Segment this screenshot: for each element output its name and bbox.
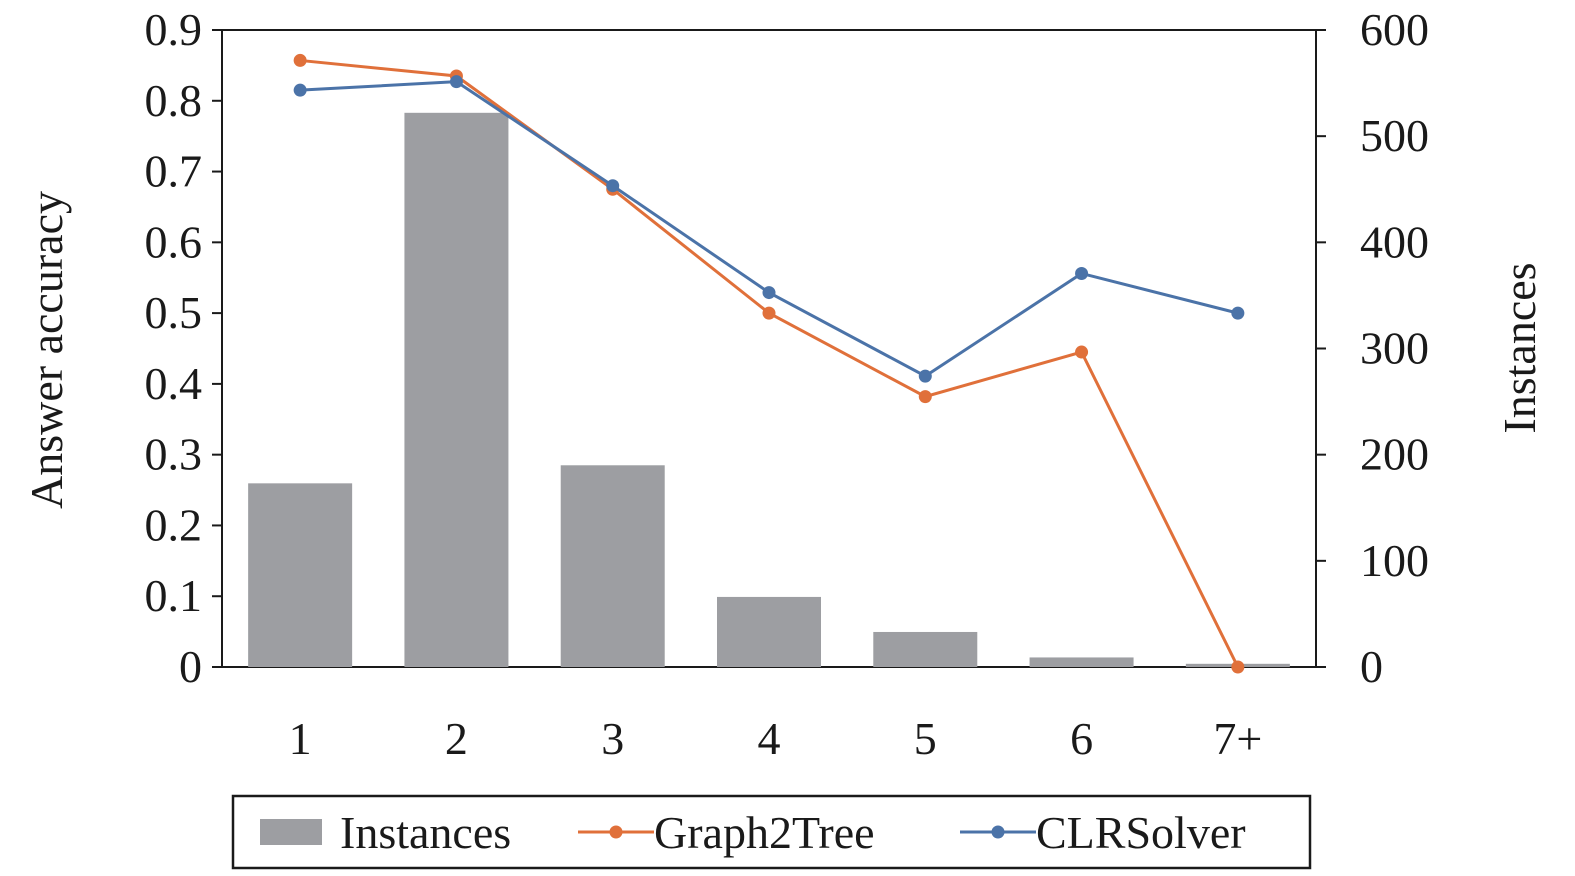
x-tick-label: 5 bbox=[914, 713, 937, 764]
bar-instances bbox=[717, 596, 821, 667]
legend: Instances Graph2Tree CLRSolver bbox=[231, 794, 1312, 870]
x-tick-label: 6 bbox=[1070, 713, 1093, 764]
y-left-tick-label: 0.1 bbox=[145, 570, 203, 621]
legend-label-instances: Instances bbox=[340, 807, 511, 858]
y-right-tick-label: 600 bbox=[1360, 4, 1429, 55]
y-left-tick-label: 0.8 bbox=[145, 75, 203, 126]
legend-label-graph2tree: Graph2Tree bbox=[654, 807, 875, 858]
y-left-tick-label: 0 bbox=[179, 641, 202, 692]
y-left-tick-label: 0.4 bbox=[145, 358, 203, 409]
point-clrsolver bbox=[918, 369, 932, 383]
point-graph2tree bbox=[293, 53, 307, 67]
bar-instances bbox=[404, 112, 509, 667]
legend-swatch-instances bbox=[260, 819, 322, 845]
y-left-tick-label: 0.5 bbox=[145, 287, 203, 338]
x-tick-label: 7+ bbox=[1213, 713, 1262, 764]
y-right-tick-label: 200 bbox=[1360, 429, 1429, 480]
x-tick-label: 2 bbox=[445, 713, 468, 764]
point-clrsolver bbox=[762, 286, 776, 300]
x-tick-label: 4 bbox=[758, 713, 781, 764]
legend-box bbox=[231, 794, 1312, 870]
legend-label-clrsolver: CLRSolver bbox=[1036, 807, 1246, 858]
y-right-tick-label: 100 bbox=[1360, 535, 1429, 586]
point-clrsolver bbox=[606, 179, 620, 193]
x-tick-label: 3 bbox=[601, 713, 624, 764]
axes-layer: 0 0.1 0.2 0.3 0.4 0.5 0.6 0.7 0.8 0.9 0 100 200 300 40… bbox=[145, 4, 1430, 764]
bar-instances bbox=[248, 483, 353, 667]
legend-marker-graph2tree bbox=[609, 825, 623, 839]
y-right-tick-label: 0 bbox=[1360, 641, 1383, 692]
y-right-tick-label: 500 bbox=[1360, 110, 1429, 161]
legend-marker-clrsolver bbox=[991, 825, 1005, 839]
bars-layer bbox=[248, 112, 1290, 667]
point-graph2tree bbox=[1231, 660, 1245, 674]
y-right-axis-title: Instances bbox=[1494, 262, 1545, 433]
point-clrsolver bbox=[449, 75, 463, 89]
bar-instances bbox=[1029, 657, 1134, 667]
point-graph2tree bbox=[1075, 345, 1089, 359]
bar-instances bbox=[560, 465, 665, 667]
plot-area bbox=[221, 29, 1317, 668]
plot-border bbox=[221, 29, 1317, 668]
y-left-tick-label: 0.3 bbox=[145, 429, 203, 480]
y-left-axis-title: Answer accuracy bbox=[21, 191, 72, 509]
point-graph2tree bbox=[762, 306, 776, 320]
point-clrsolver bbox=[1075, 266, 1089, 280]
y-left-tick-label: 0.2 bbox=[145, 499, 203, 550]
bar-instances bbox=[873, 631, 978, 667]
y-right-tick-label: 300 bbox=[1360, 323, 1429, 374]
point-clrsolver bbox=[293, 83, 307, 97]
point-graph2tree bbox=[918, 390, 932, 404]
y-left-tick-label: 0.6 bbox=[145, 216, 203, 267]
y-left-tick-label: 0.7 bbox=[145, 146, 203, 197]
point-clrsolver bbox=[1231, 306, 1245, 320]
x-tick-label: 1 bbox=[289, 713, 312, 764]
y-right-tick-label: 400 bbox=[1360, 216, 1429, 267]
y-left-tick-label: 0.9 bbox=[145, 4, 203, 55]
lines-layer bbox=[293, 53, 1245, 674]
